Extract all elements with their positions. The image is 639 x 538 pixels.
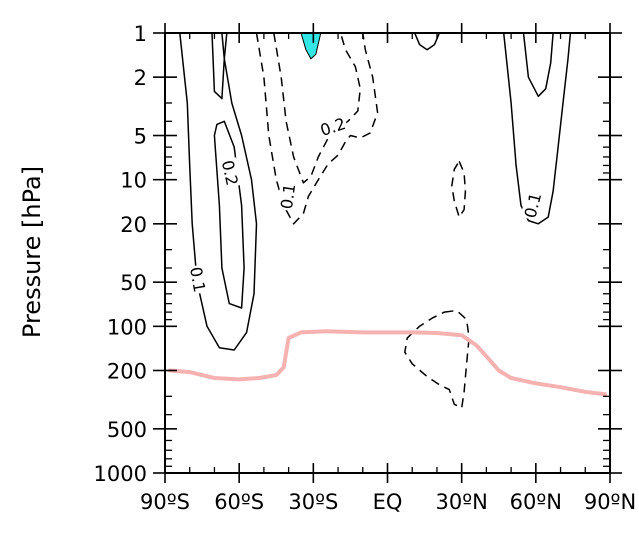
x-tick-label: 60ºN (510, 490, 562, 514)
contour-label-bg (218, 157, 242, 189)
x-tick-label: EQ (373, 490, 403, 514)
contour-line-2 (213, 120, 245, 309)
contour-label-bg (520, 189, 545, 222)
y-tick-label: 2 (134, 66, 147, 90)
y-tick-label: 1000 (94, 462, 147, 486)
contour-line-7 (414, 32, 441, 51)
y-tick-label: 10 (120, 169, 147, 193)
contour-line-1 (211, 32, 228, 100)
contour-label: 0.2 (218, 158, 242, 187)
contour-line-9 (522, 32, 554, 98)
tropopause-line (167, 329, 608, 397)
contour-label: 0.1 (186, 265, 209, 293)
contour-line-0 (179, 32, 258, 351)
contour-label-group-1: 0.1 (186, 264, 210, 295)
y-tick-label: 50 (120, 271, 147, 295)
x-tick-label: 90ºN (584, 490, 636, 514)
y-tick-label: 1 (134, 22, 147, 46)
contour-label-layer: 0.2 0.1 0.1 0.2 0.1 (186, 113, 546, 295)
contour-layer (179, 32, 572, 409)
tick-layer: 90ºS 60ºS 30ºS EQ 30ºN 60ºN 90ºN 1 2 5 10 20 50 100 20… (94, 22, 637, 514)
y-axis-title: Pressure [hPa] (18, 166, 46, 338)
plot-frame (164, 32, 611, 474)
contour-label-bg (186, 264, 210, 295)
shading-layer (300, 32, 322, 60)
contour-label-group-2: 0.1 (276, 181, 299, 212)
x-tick-label: 30ºN (436, 490, 488, 514)
x-tick-label: 30ºS (288, 490, 338, 514)
contour-label: 0.1 (277, 182, 299, 210)
contour-label-bg (276, 181, 299, 212)
cyan-shade-30s (300, 32, 322, 60)
contour-line-3 (255, 32, 379, 225)
y-tick-label: 5 (134, 125, 147, 149)
contour-label: 0.1 (521, 191, 546, 220)
contour-label-group-3: 0.2 (316, 113, 349, 140)
y-tick-label: 100 (107, 315, 147, 339)
y-tick-label: 500 (107, 418, 147, 442)
y-tick-label: 20 (120, 213, 147, 237)
x-tick-label: 90ºS (140, 490, 190, 514)
contour-label-bg (316, 113, 349, 140)
contour-label-group-4: 0.1 (520, 189, 546, 222)
contour-line-4 (273, 32, 362, 184)
tropopause-layer (167, 329, 608, 397)
contour-label-group-0: 0.2 (218, 157, 242, 189)
contour-line-5 (451, 160, 467, 218)
contour-line-8 (502, 32, 572, 225)
y-tick-label: 200 (107, 359, 147, 383)
x-tick-label: 60ºS (214, 490, 264, 514)
contour-line-6 (404, 309, 470, 409)
